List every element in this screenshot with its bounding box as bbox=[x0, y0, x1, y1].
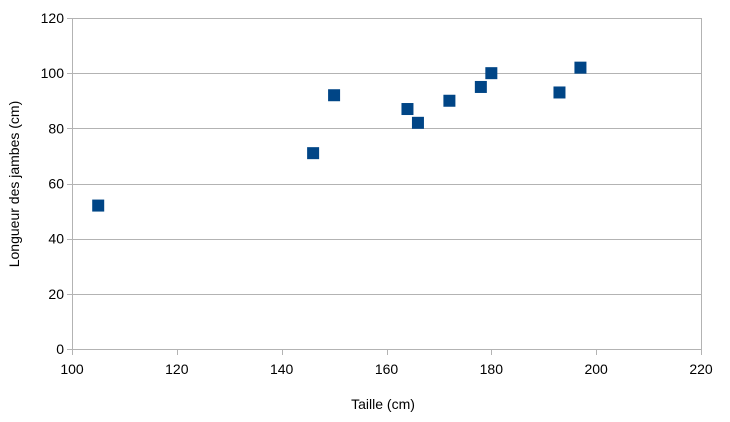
data-point bbox=[553, 86, 566, 99]
x-tick-label: 120 bbox=[165, 361, 189, 377]
x-tick-label: 100 bbox=[60, 361, 84, 377]
x-axis-title: Taille (cm) bbox=[351, 396, 415, 412]
x-tick-label: 160 bbox=[375, 361, 399, 377]
y-tick-label: 40 bbox=[48, 231, 64, 247]
data-point bbox=[485, 67, 498, 80]
axes bbox=[67, 18, 702, 355]
x-tick-label: 180 bbox=[480, 361, 504, 377]
data-point bbox=[401, 103, 414, 116]
x-tick-label: 140 bbox=[270, 361, 294, 377]
y-tick-label: 120 bbox=[41, 10, 65, 26]
y-tick-label: 100 bbox=[41, 65, 65, 81]
y-tick-label: 80 bbox=[48, 120, 64, 136]
y-tick-label: 20 bbox=[48, 286, 64, 302]
data-point bbox=[328, 89, 341, 102]
x-tick-label: 220 bbox=[689, 361, 713, 377]
data-point bbox=[92, 199, 105, 212]
data-point bbox=[474, 80, 487, 93]
x-tick-labels: 100 120 140 160 180 200 220 bbox=[60, 361, 713, 377]
y-tick-label: 60 bbox=[48, 176, 64, 192]
x-tick-label: 200 bbox=[584, 361, 608, 377]
data-points bbox=[92, 61, 587, 212]
grid-lines bbox=[72, 18, 701, 350]
data-point bbox=[307, 147, 320, 160]
y-tick-label: 0 bbox=[56, 341, 64, 357]
data-point bbox=[574, 61, 587, 74]
y-axis-title: Longueur des jambes (cm) bbox=[6, 101, 22, 268]
data-point bbox=[443, 94, 456, 107]
y-tick-labels: 0 20 40 60 80 100 120 bbox=[41, 10, 65, 357]
data-point bbox=[411, 116, 424, 129]
